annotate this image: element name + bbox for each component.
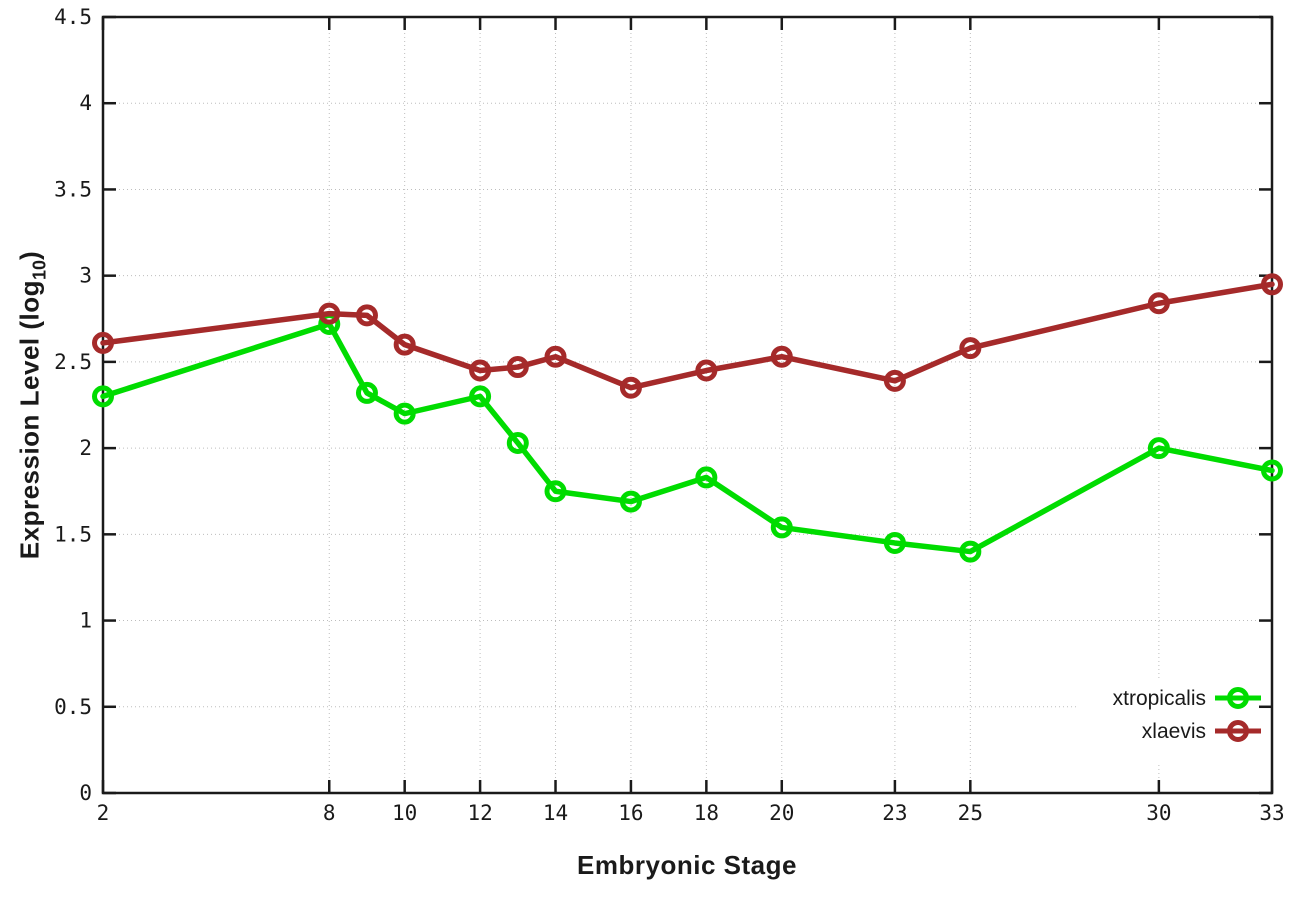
data-point-xlaevis (92, 331, 114, 354)
data-point-xtropicalis (619, 490, 642, 513)
data-point-xtropicalis (506, 431, 529, 454)
x-tick-label: 8 (323, 801, 336, 825)
legend-label-xlaevis: xlaevis (1142, 720, 1206, 743)
data-point-xtropicalis (770, 516, 793, 539)
data-point-xlaevis (544, 345, 567, 368)
data-point-xlaevis (469, 359, 492, 382)
data-point-xlaevis (883, 369, 906, 392)
y-axis-title: Expression Level (log10) (14, 250, 50, 560)
data-point-xtropicalis (1261, 459, 1283, 482)
x-tick-label: 10 (392, 801, 417, 825)
y-tick-label: 4 (79, 91, 92, 115)
legend-label-xtropicalis: xtropicalis (1113, 687, 1206, 710)
y-tick-label: 0 (79, 781, 92, 805)
x-tick-label: 18 (694, 801, 719, 825)
plot-border (101, 15, 1274, 795)
data-point-xlaevis (506, 356, 529, 379)
data-point-xlaevis (959, 337, 982, 360)
x-tick-label: 30 (1146, 801, 1171, 825)
data-point-xtropicalis (393, 402, 416, 425)
data-point-xtropicalis (959, 540, 982, 563)
y-axis-title-text: Expression Level (log (14, 279, 45, 560)
x-tick-label: 23 (882, 801, 907, 825)
series-line-xtropicalis (100, 321, 1275, 555)
x-tick-label: 12 (467, 801, 492, 825)
y-tick-label: 4.5 (54, 5, 92, 29)
data-point-xlaevis (619, 376, 642, 399)
y-tick-label: 2 (79, 436, 92, 460)
y-axis-title-subscript: 10 (29, 259, 50, 280)
data-point-xlaevis (1147, 292, 1170, 315)
y-tick-label: 2.5 (54, 350, 92, 374)
data-point-xlaevis (318, 302, 341, 325)
x-tick-label: 16 (618, 801, 643, 825)
x-tick-label: 33 (1259, 801, 1284, 825)
y-tick-label: 1 (79, 609, 92, 633)
data-point-xtropicalis (355, 381, 378, 404)
data-point-xlaevis (393, 333, 416, 356)
y-tick-label: 0.5 (54, 695, 92, 719)
legend-sample-marker-xlaevis (1227, 720, 1249, 742)
y-tick-label: 1.5 (54, 522, 92, 546)
legend-sample-marker-xtropicalis (1227, 687, 1249, 709)
data-point-xtropicalis (92, 385, 114, 408)
y-tick-label: 3.5 (54, 177, 92, 201)
y-axis-title-suffix: ) (14, 250, 45, 260)
data-point-xtropicalis (469, 385, 492, 408)
x-axis-title: Embryonic Stage (577, 850, 797, 880)
data-point-xtropicalis (1147, 437, 1170, 460)
data-point-xlaevis (1261, 273, 1283, 296)
x-tick-label: 2 (97, 801, 110, 825)
data-point-xlaevis (770, 345, 793, 368)
y-tick-label: 3 (79, 264, 92, 288)
data-point-xlaevis (695, 359, 718, 382)
series-line-xlaevis (100, 281, 1275, 391)
x-tick-label: 14 (543, 801, 568, 825)
x-tick-label: 25 (958, 801, 983, 825)
data-point-xtropicalis (544, 480, 567, 503)
data-point-xlaevis (355, 304, 378, 327)
data-point-xtropicalis (883, 531, 906, 554)
data-point-xtropicalis (695, 466, 718, 489)
x-tick-label: 20 (769, 801, 794, 825)
